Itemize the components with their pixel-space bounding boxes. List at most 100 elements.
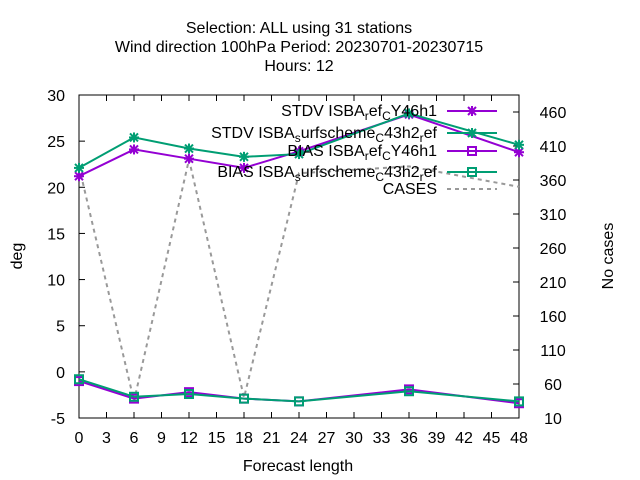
legend-label-part: ef bbox=[424, 164, 438, 181]
series-line bbox=[78, 378, 520, 403]
legend-label-part: s bbox=[295, 170, 301, 184]
legend-label-part: BIAS ISBA bbox=[287, 143, 365, 160]
y-tick-label: 25 bbox=[47, 134, 65, 151]
x-axis-label: Forecast length bbox=[243, 458, 353, 475]
data-point bbox=[294, 396, 304, 407]
data-point bbox=[129, 391, 139, 402]
x-tick-label: 9 bbox=[157, 430, 166, 447]
data-point bbox=[404, 108, 414, 119]
legend-label-part: r bbox=[420, 131, 424, 145]
y-tick-label: 30 bbox=[47, 88, 65, 105]
legend-label: STDV ISBArefCY46h1 bbox=[281, 103, 437, 123]
y-tick-label: 20 bbox=[47, 180, 65, 197]
chart-title: Selection: ALL using 31 stations Wind di… bbox=[115, 20, 483, 75]
y-axis-label: deg bbox=[9, 243, 26, 270]
legend-label: STDV ISBAsurfschemeC43h2ref bbox=[211, 125, 437, 145]
legend-entry: CASES bbox=[383, 181, 497, 198]
y2-tick-label: 160 bbox=[540, 309, 567, 326]
y2-tick-label: 460 bbox=[540, 105, 567, 122]
data-point bbox=[467, 167, 477, 177]
x-tick-label: 33 bbox=[373, 430, 391, 447]
y2-tick-label: 110 bbox=[540, 343, 566, 360]
legend-label-part: r bbox=[365, 149, 369, 163]
data-point bbox=[467, 106, 477, 116]
data-point bbox=[239, 393, 249, 404]
legend-label-part: Y46h1 bbox=[391, 143, 437, 160]
x-tick-label: 21 bbox=[263, 430, 281, 447]
legend-label-part: urfscheme bbox=[301, 125, 376, 142]
data-point bbox=[514, 396, 524, 407]
legend-entry: STDV ISBArefCY46h1 bbox=[281, 103, 497, 123]
y2-axis-label: No cases bbox=[600, 223, 617, 290]
x-tick-label: 30 bbox=[345, 430, 363, 447]
data-point bbox=[404, 386, 414, 397]
legend-label-part: STDV ISBA bbox=[211, 125, 295, 142]
legend-label-part: 43h2 bbox=[384, 125, 420, 142]
legend-label-part: C bbox=[375, 170, 384, 184]
series-3 bbox=[74, 374, 524, 407]
legend-label-part: CASES bbox=[383, 181, 437, 198]
series-1 bbox=[74, 108, 524, 173]
data-point bbox=[239, 162, 249, 173]
x-tick-label: 27 bbox=[318, 430, 336, 447]
legend-label-part: BIAS ISBA bbox=[217, 164, 295, 181]
y2-tick-label: 310 bbox=[540, 207, 567, 224]
legend-label-part: urfscheme bbox=[301, 164, 376, 181]
y-tick-label: 15 bbox=[47, 226, 65, 243]
x-tick-label: 45 bbox=[483, 430, 501, 447]
data-point bbox=[467, 128, 477, 138]
x-tick-label: 24 bbox=[290, 430, 308, 447]
legend-label-part: C bbox=[375, 131, 384, 145]
legend-label-part: ef bbox=[369, 143, 383, 160]
y-tick-label: -5 bbox=[51, 411, 65, 428]
x-tick-label: 3 bbox=[102, 430, 111, 447]
chart-title-line-3: Hours: 12 bbox=[264, 58, 333, 75]
x-tick-label: 36 bbox=[400, 430, 418, 447]
series-line bbox=[78, 159, 520, 402]
series-lines bbox=[74, 108, 524, 409]
y-tick-label: 0 bbox=[56, 365, 65, 382]
legend-label: CASES bbox=[383, 181, 437, 198]
data-point bbox=[294, 149, 304, 160]
series-4 bbox=[78, 159, 520, 402]
x-tick-label: 12 bbox=[180, 430, 198, 447]
legend-label-part: ef bbox=[369, 103, 383, 120]
data-point bbox=[514, 139, 524, 150]
legend-entry: BIAS ISBAsurfschemeC43h2ref bbox=[217, 164, 497, 184]
legend-label-part: 43h2 bbox=[384, 164, 420, 181]
y2-tick-label: 360 bbox=[540, 173, 567, 190]
legend-label-part: C bbox=[382, 149, 391, 163]
legend-entry: STDV ISBAsurfschemeC43h2ref bbox=[211, 125, 497, 145]
legend-label-part: s bbox=[295, 131, 301, 145]
legend-label: BIAS ISBAsurfschemeC43h2ref bbox=[217, 164, 437, 184]
data-point bbox=[129, 144, 139, 155]
data-point bbox=[74, 162, 84, 173]
legend-label-part: Y46h1 bbox=[391, 103, 437, 120]
legend-label: BIAS ISBArefCY46h1 bbox=[287, 143, 437, 163]
legend-entry: BIAS ISBArefCY46h1 bbox=[287, 143, 497, 163]
y2-tick-label: 60 bbox=[544, 377, 562, 394]
series-2 bbox=[74, 376, 524, 409]
legend-label-part: STDV ISBA bbox=[281, 103, 365, 120]
x-tick-label: 6 bbox=[130, 430, 139, 447]
x-tick-label: 39 bbox=[428, 430, 446, 447]
data-point bbox=[129, 132, 139, 143]
chart-title-line-2: Wind direction 100hPa Period: 20230701-2… bbox=[115, 39, 483, 56]
legend-label-part: r bbox=[365, 109, 369, 123]
x-tick-label: 18 bbox=[235, 430, 253, 447]
y2-tick-label: 10 bbox=[544, 411, 562, 428]
y-tick-label: 5 bbox=[56, 319, 65, 336]
axis-ticks: 0 3 6 9 12 15 18 21 24 27 30 33 36 39 42 45 48-505101520… bbox=[47, 88, 566, 447]
legend-label-part: C bbox=[382, 109, 391, 123]
legend-label-part: ef bbox=[424, 125, 438, 142]
y-tick-label: 10 bbox=[47, 273, 65, 290]
y2-tick-label: 260 bbox=[540, 241, 567, 258]
data-point bbox=[184, 143, 194, 154]
chart-title-line-1: Selection: ALL using 31 stations bbox=[186, 20, 412, 37]
x-tick-label: 15 bbox=[208, 430, 226, 447]
y2-tick-label: 210 bbox=[540, 275, 567, 292]
data-point bbox=[74, 374, 84, 385]
x-tick-label: 48 bbox=[510, 430, 528, 447]
